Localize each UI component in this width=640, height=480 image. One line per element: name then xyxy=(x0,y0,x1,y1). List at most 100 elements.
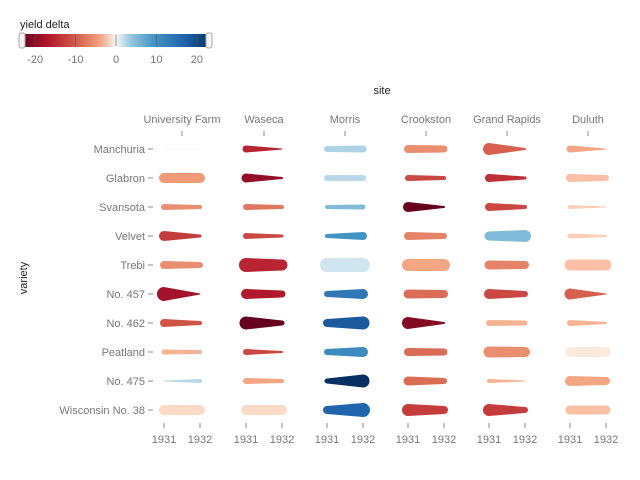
legend-tick-label: 10 xyxy=(150,54,162,66)
mark-university-farm-trebi[interactable] xyxy=(160,261,203,269)
mark-grand-rapids-peatland[interactable] xyxy=(483,346,530,358)
x-tick-label: 1932 xyxy=(351,434,375,446)
mark-duluth-manchuria[interactable] xyxy=(566,145,607,153)
legend-tick-label: 0 xyxy=(113,54,119,66)
mark-duluth-trebi[interactable] xyxy=(564,259,612,271)
mark-grand-rapids-no-457[interactable] xyxy=(484,289,528,299)
mark-grand-rapids-velvet[interactable] xyxy=(484,230,532,242)
mark-crookston-peatland[interactable] xyxy=(404,348,448,356)
mark-waseca-trebi[interactable] xyxy=(239,258,288,272)
mark-crookston-glabron[interactable] xyxy=(405,175,446,181)
mark-duluth-velvet[interactable] xyxy=(567,233,608,239)
x-tick-label: 1932 xyxy=(513,434,537,446)
facets: University Farm 1931 1932 Waseca 1931 1932 Mor… xyxy=(59,114,618,446)
y-tick-label: Wisconsin No. 38 xyxy=(59,405,145,417)
mark-grand-rapids-manchuria[interactable] xyxy=(483,143,526,155)
mark-morris-no-475[interactable] xyxy=(324,374,370,388)
y-tick-label: Glabron xyxy=(106,173,145,185)
x-tick-label: 1932 xyxy=(270,434,294,446)
facet-header-grand-rapids: Grand Rapids xyxy=(473,114,541,126)
x-tick-label: 1931 xyxy=(477,434,501,446)
legend-tick-label: 20 xyxy=(191,54,203,66)
mark-duluth-no-475[interactable] xyxy=(565,376,610,386)
mark-crookston-no-457[interactable] xyxy=(403,289,449,299)
mark-morris-glabron[interactable] xyxy=(324,175,366,181)
mark-university-farm-peatland[interactable] xyxy=(161,349,203,355)
mark-duluth-svansota[interactable] xyxy=(568,205,607,209)
x-tick-label: 1931 xyxy=(152,434,176,446)
mark-crookston-manchuria[interactable] xyxy=(404,145,448,153)
mark-morris-manchuria[interactable] xyxy=(324,145,367,153)
y-tick-label: Svansota xyxy=(99,202,146,214)
mark-duluth-no-457[interactable] xyxy=(564,288,607,300)
facet-header-crookston: Crookston xyxy=(401,114,451,126)
y-tick-label: No. 462 xyxy=(106,318,145,330)
mark-waseca-peatland[interactable] xyxy=(243,349,283,355)
mark-morris-no-462[interactable] xyxy=(323,316,370,330)
mark-waseca-manchuria[interactable] xyxy=(242,145,283,153)
mark-waseca-svansota[interactable] xyxy=(243,204,284,210)
mark-grand-rapids-wisconsin-no-38[interactable] xyxy=(483,404,528,416)
mark-university-farm-svansota[interactable] xyxy=(161,204,202,210)
mark-crookston-wisconsin-no-38[interactable] xyxy=(402,404,448,416)
mark-duluth-no-462[interactable] xyxy=(567,320,607,326)
mark-university-farm-velvet[interactable] xyxy=(159,231,202,241)
mark-morris-no-457[interactable] xyxy=(324,289,368,299)
mark-grand-rapids-glabron[interactable] xyxy=(485,174,527,182)
mark-grand-rapids-no-462[interactable] xyxy=(486,320,528,326)
mark-crookston-no-462[interactable] xyxy=(402,317,445,329)
legend: yield delta -20 -10 0 10 20 xyxy=(18,19,213,66)
mark-grand-rapids-svansota[interactable] xyxy=(485,203,527,211)
facet-header-waseca: Waseca xyxy=(244,114,284,126)
mark-morris-svansota[interactable] xyxy=(325,204,366,210)
mark-grand-rapids-no-475[interactable] xyxy=(487,379,526,383)
legend-handle-right[interactable] xyxy=(205,32,213,49)
y-tick-label: Manchuria xyxy=(94,144,146,156)
mark-university-farm-wisconsin-no-38[interactable] xyxy=(159,405,205,415)
mark-duluth-peatland[interactable] xyxy=(565,347,611,357)
mark-university-farm-glabron[interactable] xyxy=(159,173,205,183)
legend-tick-label: -10 xyxy=(68,54,84,66)
x-tick-label: 1931 xyxy=(315,434,339,446)
x-tick-label: 1932 xyxy=(188,434,212,446)
mark-morris-wisconsin-no-38[interactable] xyxy=(323,403,370,417)
mark-grand-rapids-trebi[interactable] xyxy=(484,260,530,270)
mark-university-farm-no-462[interactable] xyxy=(160,319,202,327)
mark-waseca-glabron[interactable] xyxy=(241,173,284,183)
mark-university-farm-no-475[interactable] xyxy=(163,379,203,383)
mark-morris-peatland[interactable] xyxy=(324,347,368,357)
mark-waseca-no-475[interactable] xyxy=(243,378,284,384)
marks xyxy=(157,143,612,417)
x-tick-label: 1932 xyxy=(594,434,618,446)
mark-crookston-no-475[interactable] xyxy=(403,376,448,386)
mark-university-farm-no-457[interactable] xyxy=(157,287,201,301)
facet-header-duluth: Duluth xyxy=(572,114,604,126)
facet-header-morris: Morris xyxy=(330,114,361,126)
y-tick-label: No. 457 xyxy=(106,289,145,301)
legend-handle-left[interactable] xyxy=(18,32,26,49)
x-tick-label: 1931 xyxy=(558,434,582,446)
mark-crookston-trebi[interactable] xyxy=(402,259,450,271)
y-tick-label: Velvet xyxy=(115,231,145,243)
legend-ticks: -20 -10 0 10 20 xyxy=(27,35,203,66)
mark-waseca-wisconsin-no-38[interactable] xyxy=(241,405,287,415)
mark-duluth-wisconsin-no-38[interactable] xyxy=(565,405,611,415)
x-tick-label: 1931 xyxy=(234,434,258,446)
legend-title: yield delta xyxy=(20,19,70,31)
mark-university-farm-manchuria[interactable] xyxy=(163,148,201,150)
mark-waseca-velvet[interactable] xyxy=(243,233,284,239)
mark-morris-trebi[interactable] xyxy=(320,258,370,272)
y-axis-title: variety xyxy=(18,261,30,294)
x-tick-label: 1931 xyxy=(396,434,420,446)
mark-crookston-velvet[interactable] xyxy=(404,232,447,240)
y-tick-label: Trebi xyxy=(120,260,145,272)
mark-waseca-no-457[interactable] xyxy=(241,289,286,299)
legend-tick-label: -20 xyxy=(27,54,43,66)
facet-title: site xyxy=(373,85,390,97)
mark-crookston-svansota[interactable] xyxy=(403,202,445,212)
mark-waseca-no-462[interactable] xyxy=(239,316,285,330)
mark-morris-velvet[interactable] xyxy=(325,232,367,240)
facet-header-university-farm: University Farm xyxy=(143,114,220,126)
mark-duluth-glabron[interactable] xyxy=(566,174,609,182)
